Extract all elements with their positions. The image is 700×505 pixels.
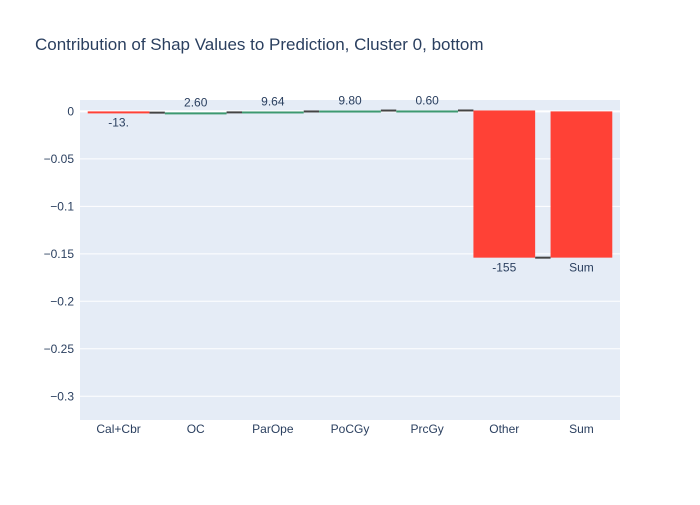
x-tick-label: Sum <box>569 422 594 436</box>
chart-title: Contribution of Shap Values to Predictio… <box>35 35 484 54</box>
x-tick-label: PoCGy <box>331 422 370 436</box>
x-tick-label: OC <box>187 422 205 436</box>
bars <box>87 110 613 258</box>
x-axis-ticks: Cal+Cbr OC ParOpe PoCGy PrcGy Other Sum <box>96 422 593 436</box>
plot-area <box>80 100 620 420</box>
bar-oc <box>164 112 227 115</box>
data-label: -155 <box>492 261 516 275</box>
bar-cal-cbr <box>87 111 150 114</box>
data-label: -13. <box>108 116 129 130</box>
bar-sum <box>550 111 613 258</box>
y-tick-label: −0.25 <box>44 342 75 356</box>
connectors <box>149 109 551 259</box>
y-tick-label: 0 <box>67 104 74 118</box>
y-tick-label: −0.1 <box>50 199 74 213</box>
data-label: 9.80 <box>338 94 362 108</box>
y-tick-label: −0.2 <box>50 294 74 308</box>
x-tick-label: Other <box>489 422 519 436</box>
bar-parope <box>242 111 304 114</box>
y-tick-label: −0.3 <box>50 389 74 403</box>
data-labels: -13. 2.60 9.64 9.80 0.60 -155 Sum <box>108 93 594 274</box>
x-tick-label: PrcGy <box>410 422 443 436</box>
data-label: 0.60 <box>415 93 439 107</box>
x-tick-label: Cal+Cbr <box>96 422 140 436</box>
bar-other <box>473 110 536 258</box>
y-axis-ticks: 0 −0.05 −0.1 −0.15 −0.2 −0.25 −0.3 <box>44 104 75 403</box>
data-label: 2.60 <box>184 95 208 109</box>
bar-prcgy <box>396 110 458 113</box>
bar-pocgy <box>319 110 381 113</box>
y-tick-label: −0.05 <box>44 152 75 166</box>
data-label: Sum <box>569 261 594 275</box>
y-tick-label: −0.15 <box>44 247 75 261</box>
x-tick-label: ParOpe <box>252 422 294 436</box>
data-label: 9.64 <box>261 94 285 108</box>
